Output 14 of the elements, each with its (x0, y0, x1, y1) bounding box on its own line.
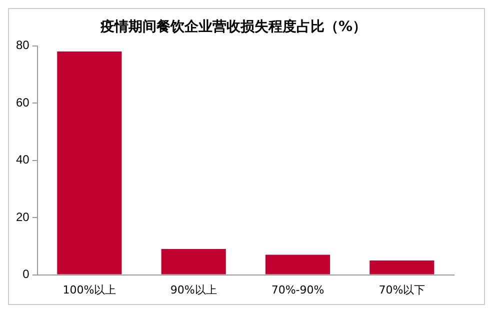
bar (265, 254, 330, 274)
bar (370, 260, 434, 274)
bar (57, 52, 122, 274)
y-tick-label: 0 (22, 267, 30, 282)
y-tick-label: 60 (16, 95, 30, 110)
y-tick-label: 20 (16, 210, 30, 224)
x-tick-label: 70%以下 (378, 283, 426, 296)
x-tick-label: 90%以上 (170, 283, 217, 296)
y-tick-label: 80 (16, 38, 30, 52)
chart-title: 疫情期间餐饮企业营收损失程度占比（%） (99, 18, 367, 36)
bar (161, 249, 226, 274)
y-tick-label: 40 (16, 152, 30, 167)
x-tick-label: 70%-90% (271, 283, 324, 296)
x-tick-label: 100%以上 (62, 283, 116, 296)
